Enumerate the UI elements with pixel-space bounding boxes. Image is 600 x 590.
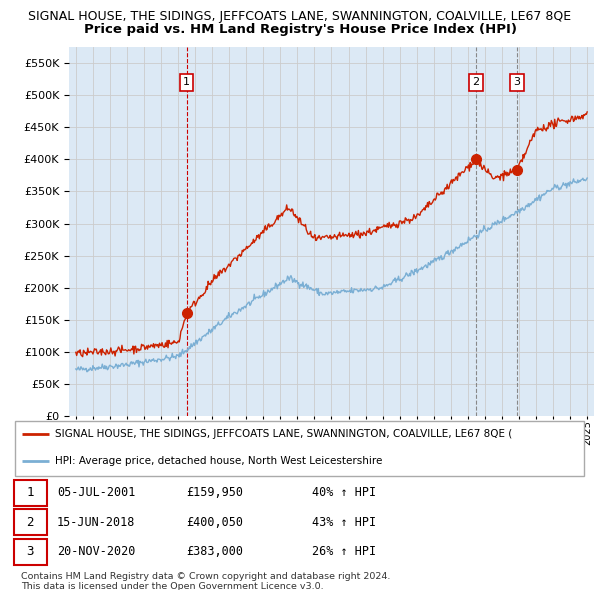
Text: 3: 3 <box>514 77 521 87</box>
FancyBboxPatch shape <box>14 480 47 506</box>
Text: £159,950: £159,950 <box>186 486 243 499</box>
Text: 26% ↑ HPI: 26% ↑ HPI <box>312 545 376 558</box>
Text: SIGNAL HOUSE, THE SIDINGS, JEFFCOATS LANE, SWANNINGTON, COALVILLE, LE67 8QE (: SIGNAL HOUSE, THE SIDINGS, JEFFCOATS LAN… <box>55 429 512 438</box>
FancyBboxPatch shape <box>15 421 584 476</box>
Text: 1: 1 <box>26 486 34 499</box>
FancyBboxPatch shape <box>14 509 47 535</box>
Text: 05-JUL-2001: 05-JUL-2001 <box>57 486 136 499</box>
Text: £383,000: £383,000 <box>186 545 243 558</box>
Text: £400,050: £400,050 <box>186 516 243 529</box>
Text: 43% ↑ HPI: 43% ↑ HPI <box>312 516 376 529</box>
Text: 20-NOV-2020: 20-NOV-2020 <box>57 545 136 558</box>
Text: Price paid vs. HM Land Registry's House Price Index (HPI): Price paid vs. HM Land Registry's House … <box>83 23 517 36</box>
Text: SIGNAL HOUSE, THE SIDINGS, JEFFCOATS LANE, SWANNINGTON, COALVILLE, LE67 8QE: SIGNAL HOUSE, THE SIDINGS, JEFFCOATS LAN… <box>28 10 572 23</box>
FancyBboxPatch shape <box>14 539 47 565</box>
Text: 2: 2 <box>26 516 34 529</box>
Text: This data is licensed under the Open Government Licence v3.0.: This data is licensed under the Open Gov… <box>21 582 323 590</box>
Text: 3: 3 <box>26 545 34 558</box>
Text: HPI: Average price, detached house, North West Leicestershire: HPI: Average price, detached house, Nort… <box>55 457 383 466</box>
Text: Contains HM Land Registry data © Crown copyright and database right 2024.: Contains HM Land Registry data © Crown c… <box>21 572 391 581</box>
Text: 40% ↑ HPI: 40% ↑ HPI <box>312 486 376 499</box>
Text: 15-JUN-2018: 15-JUN-2018 <box>57 516 136 529</box>
Text: 1: 1 <box>183 77 190 87</box>
Text: 2: 2 <box>472 77 479 87</box>
